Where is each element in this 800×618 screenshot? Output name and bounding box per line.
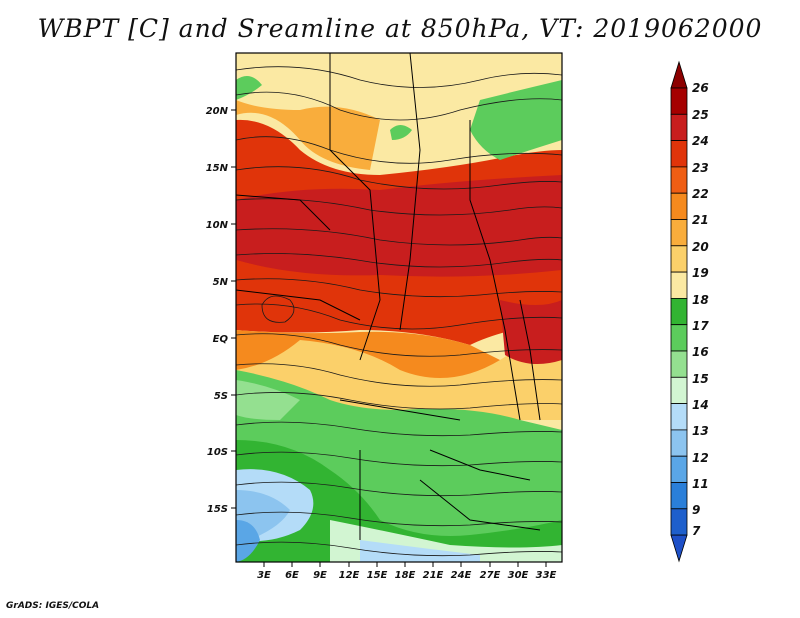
lon-label: 15E	[367, 570, 388, 581]
colorbar-label: 12	[692, 451, 709, 465]
colorbar-label: 26	[692, 81, 709, 95]
colorbar-label: 16	[692, 345, 709, 359]
map-frame	[235, 52, 563, 563]
colorbar-label: 19	[692, 266, 709, 280]
lon-label: 12E	[339, 570, 360, 581]
country-borders	[236, 53, 541, 540]
colorbar-label: 7	[692, 524, 701, 538]
colorbar-bottom-arrow	[670, 534, 688, 563]
colorbar-label: 11	[692, 477, 709, 491]
colorbar-label: 17	[692, 319, 709, 333]
colorbar-swatch	[670, 219, 688, 247]
colorbar	[670, 60, 688, 563]
colorbar-swatch	[670, 403, 688, 431]
colorbar-label: 22	[692, 187, 709, 201]
lon-label: 18E	[395, 570, 416, 581]
lat-label: 5S	[214, 391, 228, 402]
credit-text: GrADS: IGES/COLA	[6, 601, 100, 611]
lat-label: 15S	[207, 504, 228, 515]
colorbar-swatch	[670, 166, 688, 194]
colorbar-label: 14	[692, 398, 709, 412]
colorbar-swatch	[670, 140, 688, 168]
colorbar-swatch	[670, 297, 688, 326]
colorbar-swatch	[670, 113, 688, 142]
colorbar-label: 25	[692, 108, 709, 122]
lat-label: 10N	[206, 220, 229, 231]
colorbar-top-arrow	[670, 60, 688, 89]
chart-title: WBPT [C] and Sreamline at 850hPa, VT: 20…	[37, 14, 763, 43]
colorbar-labels: 26 25 24 23 22 21 20 19 18 17 16 15 14 1…	[692, 81, 709, 538]
lat-label: 5N	[213, 277, 229, 288]
colorbar-label: 21	[692, 213, 709, 227]
lat-label: 10S	[207, 447, 228, 458]
colorbar-swatch	[670, 350, 688, 378]
lat-label: 20N	[206, 106, 229, 117]
lon-labels: 3E 6E 9E 12E 15E 18E 21E 24E 27E 30E 33E	[257, 570, 556, 581]
colorbar-label: 9	[692, 503, 700, 517]
colorbar-label: 23	[692, 161, 709, 175]
lon-label: 27E	[480, 570, 501, 581]
colorbar-label: 24	[692, 134, 709, 148]
colorbar-swatch	[670, 87, 688, 115]
colorbar-swatch	[670, 482, 688, 510]
lon-label: 21E	[423, 570, 444, 581]
colorbar-label: 20	[692, 240, 709, 254]
lon-label: 6E	[285, 570, 299, 581]
colorbar-swatch	[670, 245, 688, 273]
lon-ticks	[263, 562, 547, 567]
colorbar-swatch	[670, 324, 688, 352]
colorbar-swatch	[670, 271, 688, 299]
colorbar-swatch	[670, 429, 688, 457]
colorbar-swatch	[670, 508, 688, 536]
colorbar-label: 15	[692, 372, 709, 386]
lon-label: 33E	[536, 570, 557, 581]
colorbar-label: 18	[692, 293, 709, 307]
lat-label: EQ	[213, 334, 229, 345]
temperature-field	[236, 53, 562, 562]
colorbar-swatch	[670, 455, 688, 483]
colorbar-swatch	[670, 376, 688, 404]
lon-label: 30E	[508, 570, 529, 581]
lat-labels: 20N 15N 10N 5N EQ 5S 10S 15S	[206, 106, 229, 515]
lon-label: 3E	[257, 570, 271, 581]
lat-ticks	[231, 109, 236, 509]
lon-label: 24E	[451, 570, 472, 581]
lon-label: 9E	[313, 570, 327, 581]
colorbar-swatch	[670, 192, 688, 220]
colorbar-label: 13	[692, 424, 709, 438]
lat-label: 15N	[206, 163, 229, 174]
